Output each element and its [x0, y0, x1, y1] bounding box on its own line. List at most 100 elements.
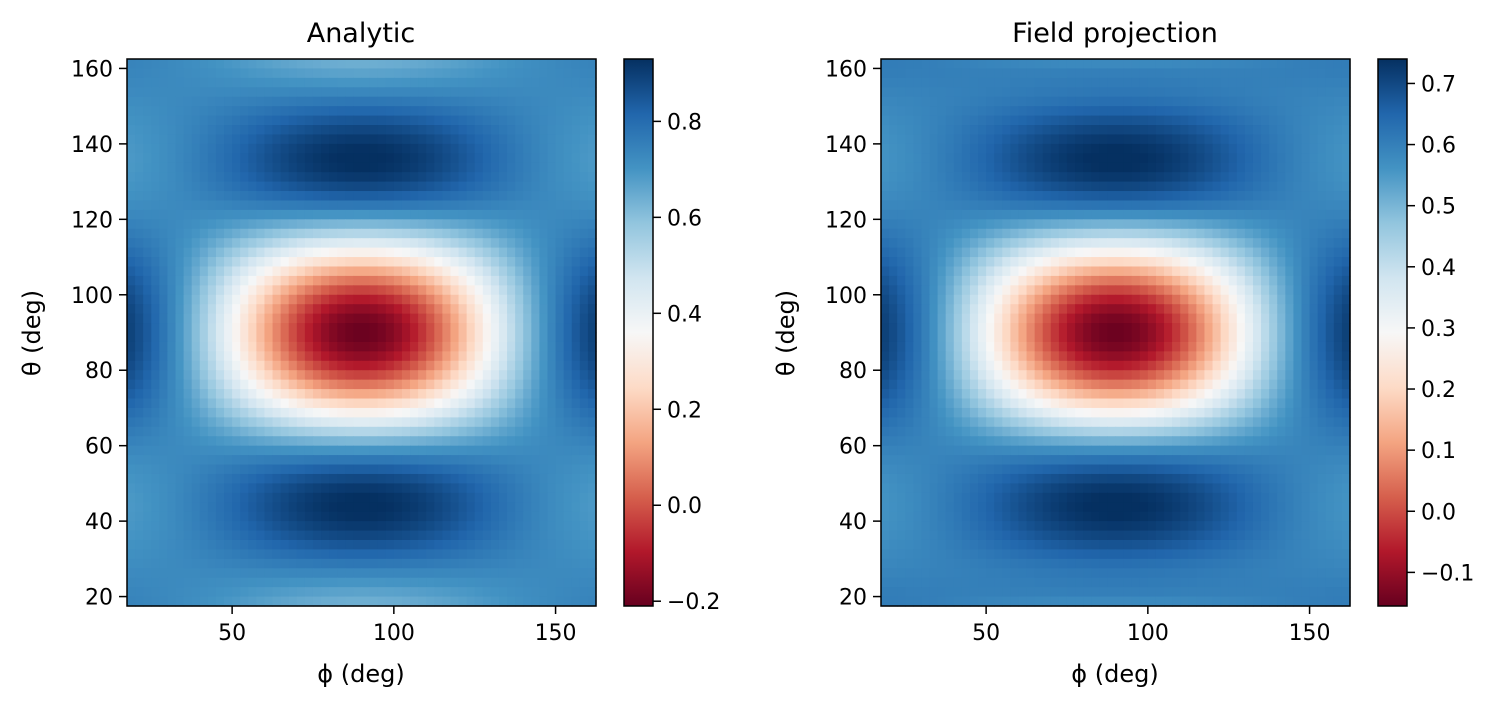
heatmap-cell [978, 77, 987, 88]
heatmap-cell [207, 455, 217, 466]
heatmap-cell [207, 191, 217, 202]
heatmap-cell [1220, 115, 1230, 126]
heatmap-cell [199, 106, 209, 117]
heatmap-cell [1285, 106, 1294, 117]
heatmap-cell [881, 304, 890, 315]
heatmap-cell [329, 96, 338, 107]
heatmap-cell [1277, 125, 1286, 136]
heatmap-cell [1341, 106, 1351, 117]
heatmap-cell [1123, 275, 1133, 286]
heatmap-cell [1172, 106, 1181, 117]
heatmap-cell [199, 96, 209, 107]
heatmap-cell [1252, 106, 1262, 117]
heatmap-cell [498, 209, 508, 220]
heatmap-cell [531, 219, 540, 230]
heatmap-cell [1164, 257, 1173, 268]
heatmap-cell [1010, 87, 1020, 98]
heatmap-cell [587, 172, 597, 183]
heatmap-cell [969, 87, 979, 98]
heatmap-cell [377, 577, 387, 588]
heatmap-cell [1083, 68, 1092, 79]
heatmap-cell [1147, 266, 1157, 277]
heatmap-cell [240, 417, 249, 428]
heatmap-cell [353, 87, 363, 98]
heatmap-cell [183, 502, 193, 513]
heatmap-cell [127, 360, 136, 371]
heatmap-cell [1188, 275, 1197, 286]
heatmap-cell [994, 153, 1003, 164]
heatmap-cell [1244, 257, 1254, 268]
heatmap-cell [994, 191, 1003, 202]
heatmap-cell [555, 549, 565, 560]
heatmap-cell [1293, 106, 1303, 117]
heatmap-cell [296, 341, 306, 352]
heatmap-cell [466, 558, 476, 569]
heatmap-cell [224, 304, 233, 315]
heatmap-cell [1212, 96, 1222, 107]
heatmap-cell [272, 370, 282, 381]
heatmap-cell [224, 341, 233, 352]
heatmap-cell [151, 332, 160, 343]
heatmap-cell [1212, 59, 1222, 70]
heatmap-cell [1155, 228, 1165, 239]
heatmap-cell [312, 191, 322, 202]
heatmap-cell [442, 436, 452, 447]
heatmap-cell [1180, 87, 1189, 98]
heatmap-cell [1147, 191, 1157, 202]
heatmap-cell [288, 341, 298, 352]
heatmap-cell [312, 162, 322, 173]
heatmap-cell [345, 238, 355, 249]
heatmap-cell [143, 473, 152, 484]
heatmap-cell [937, 247, 947, 258]
heatmap-cell [175, 511, 185, 522]
heatmap-cell [579, 426, 589, 437]
heatmap-cell [507, 191, 516, 202]
heatmap-cell [191, 77, 201, 88]
heatmap-cell [1099, 143, 1109, 154]
heatmap-cell [1244, 181, 1254, 192]
heatmap-cell [191, 502, 201, 513]
heatmap-cell [207, 285, 217, 296]
heatmap-cell [1010, 143, 1020, 154]
heatmap-cell [256, 483, 266, 494]
heatmap-cell [579, 379, 589, 390]
heatmap-cell [264, 115, 274, 126]
heatmap-cell [881, 257, 890, 268]
heatmap-cell [199, 209, 209, 220]
heatmap-cell [240, 473, 249, 484]
heatmap-cell [248, 558, 257, 569]
heatmap-cell [183, 341, 193, 352]
heatmap-cell [1204, 172, 1214, 183]
heatmap-cell [1172, 219, 1181, 230]
heatmap-cell [1050, 209, 1060, 220]
heatmap-cell [377, 219, 387, 230]
heatmap-cell [434, 162, 443, 173]
heatmap-cell [937, 115, 947, 126]
heatmap-cell [361, 247, 371, 258]
heatmap-cell [458, 417, 468, 428]
x-tick-label: 50 [218, 621, 246, 646]
heatmap-cell [426, 87, 435, 98]
heatmap-cell [1228, 266, 1238, 277]
heatmap-cell [159, 266, 169, 277]
heatmap-cell [961, 153, 971, 164]
heatmap-cell [337, 341, 346, 352]
heatmap-cell [401, 304, 411, 315]
heatmap-cell [442, 125, 452, 136]
heatmap-cell [272, 568, 282, 579]
heatmap-cell [369, 332, 379, 343]
heatmap-cell [377, 568, 387, 579]
heatmap-cell [312, 351, 322, 362]
heatmap-cell [385, 332, 395, 343]
heatmap-cell [361, 558, 371, 569]
heatmap-cell [151, 125, 160, 136]
heatmap-cell [321, 492, 330, 503]
heatmap-cell [450, 257, 460, 268]
heatmap-cell [1236, 143, 1246, 154]
heatmap-cell [191, 521, 201, 532]
heatmap-cell [345, 181, 355, 192]
heatmap-cell [296, 238, 306, 249]
heatmap-cell [587, 398, 597, 409]
